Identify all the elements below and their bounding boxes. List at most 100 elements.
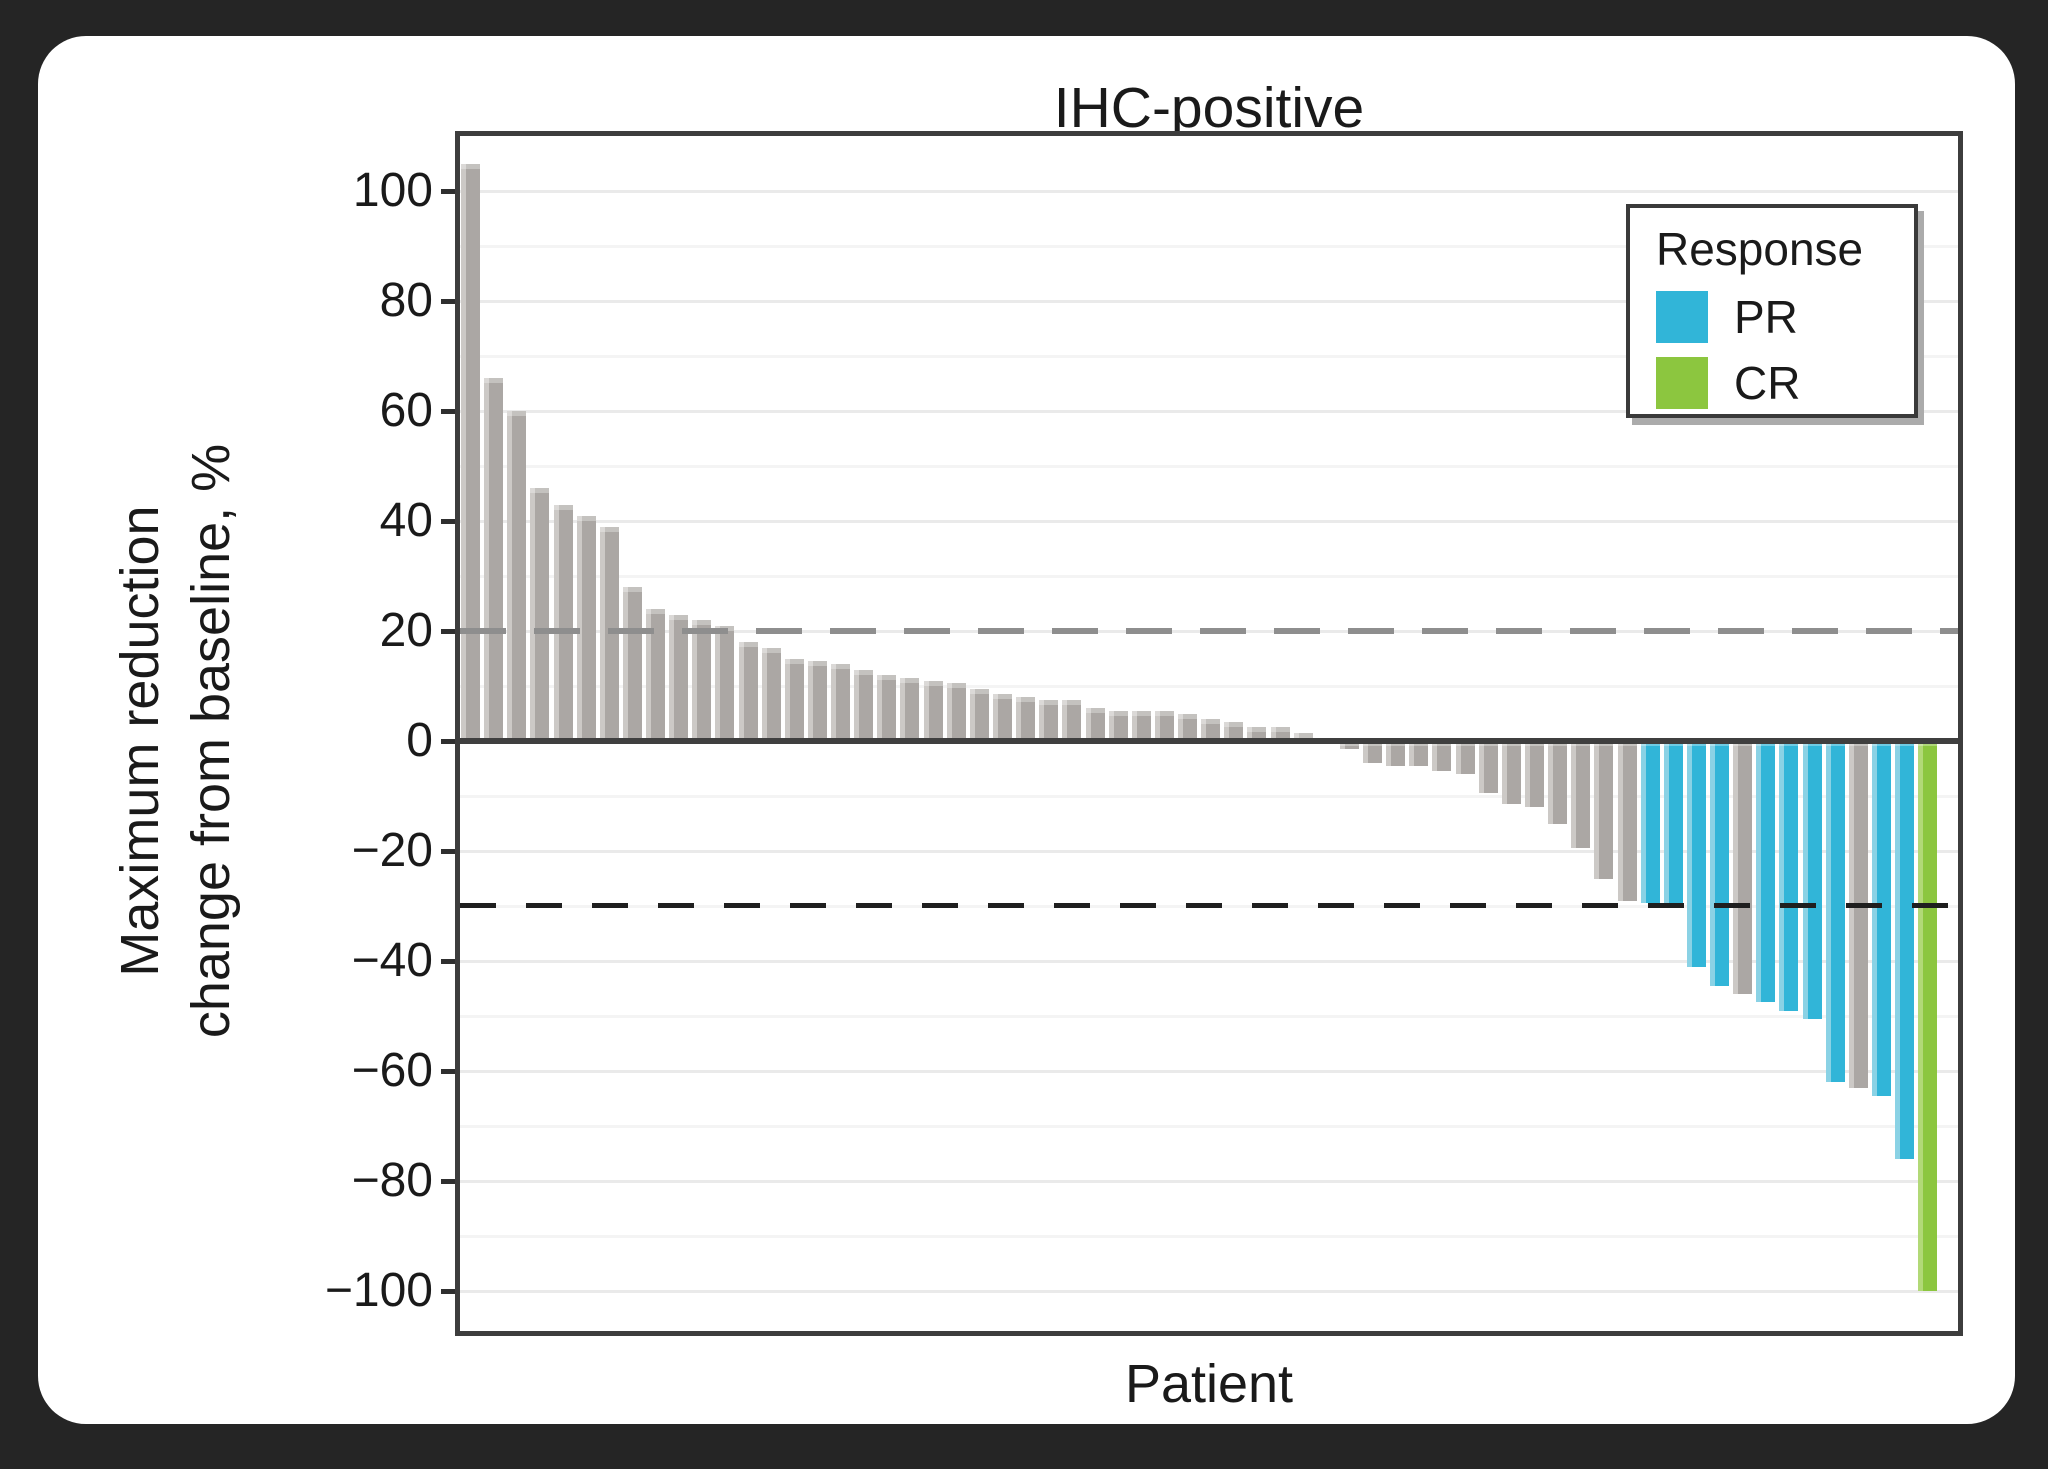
patient-bar [530, 488, 549, 741]
pr-color-swatch [1656, 291, 1708, 343]
gridline [460, 849, 1958, 853]
y-axis-title-line2: change from baseline, % [181, 443, 242, 1039]
gridline [460, 244, 1958, 248]
patient-bar [1687, 741, 1706, 967]
legend: Response PR CR [1626, 204, 1918, 418]
patient-bar [1872, 741, 1891, 1096]
patient-bar [1016, 697, 1035, 741]
patient-bar [461, 163, 480, 741]
patient-bar [646, 609, 665, 741]
y-axis-tick [441, 408, 455, 414]
patient-bar [1779, 741, 1798, 1011]
y-axis-tick [441, 958, 455, 964]
figure-card: IHC-positive Maximum reduction change fr… [38, 36, 2015, 1424]
patient-bar [1224, 721, 1243, 741]
patient-bar [1456, 741, 1475, 774]
patient-bar [1803, 741, 1822, 1019]
patient-bar [1386, 741, 1405, 766]
y-axis-title: Maximum reduction change from baseline, … [105, 91, 255, 1391]
gridline [460, 1014, 1958, 1018]
gridline [460, 409, 1958, 413]
patient-bar [947, 683, 966, 741]
patient-bar [1039, 699, 1058, 741]
upper-threshold-dashed-line [460, 628, 1958, 634]
y-axis-tick [441, 1178, 455, 1184]
gridline [460, 1289, 1958, 1293]
cr-color-swatch [1656, 357, 1708, 409]
legend-item-pr: PR [1656, 290, 1914, 344]
patient-bar [554, 504, 573, 741]
patient-bar [507, 411, 526, 741]
patient-bar [785, 658, 804, 741]
patient-bar [1086, 708, 1105, 741]
patient-bar [1062, 699, 1081, 741]
gridline [460, 1234, 1958, 1238]
gridline [460, 959, 1958, 963]
plot-inner [460, 136, 1958, 1331]
patient-bar [1594, 741, 1613, 879]
patient-bar [715, 625, 734, 741]
patient-bar [1178, 713, 1197, 741]
patient-bar [831, 664, 850, 741]
patient-bar [1733, 741, 1752, 994]
patient-bar [1502, 741, 1521, 805]
patient-bar [808, 661, 827, 741]
y-axis-tick [441, 738, 455, 744]
patient-bar [1132, 710, 1151, 741]
y-axis-tick-label: −20 [351, 824, 433, 877]
patient-bar [1548, 741, 1567, 824]
gridline [460, 1069, 1958, 1073]
patient-bar [1271, 727, 1290, 741]
y-axis-tick [441, 298, 455, 304]
gridline [460, 1179, 1958, 1183]
patient-bar [970, 688, 989, 741]
patient-bar [1247, 727, 1266, 741]
patient-bar [1571, 741, 1590, 849]
x-axis-title: Patient [1124, 1354, 1294, 1414]
y-axis-tick-label: 0 [406, 714, 433, 767]
gridline [460, 574, 1958, 578]
y-axis-tick [441, 1068, 455, 1074]
legend-label-cr: CR [1734, 357, 1801, 409]
patient-bar [1201, 719, 1220, 741]
patient-bar [1826, 741, 1845, 1082]
patient-bar [854, 669, 873, 741]
y-axis-tick-label: 60 [379, 384, 433, 437]
patient-bar [1641, 741, 1660, 904]
y-axis-tick [441, 628, 455, 634]
y-axis-tick-label: 40 [379, 494, 433, 547]
y-axis-tick [441, 188, 455, 194]
patient-bar [1895, 741, 1914, 1159]
legend-title: Response [1656, 223, 1864, 275]
patient-bar [1340, 741, 1359, 750]
y-axis-tick [441, 518, 455, 524]
y-axis-tick-label: 100 [352, 164, 433, 217]
chart-title: IHC-positive [1053, 76, 1365, 140]
patient-bar [1849, 741, 1868, 1088]
patient-bar [1618, 741, 1637, 901]
y-axis-title-line1: Maximum reduction [110, 505, 170, 977]
patient-bar [1479, 741, 1498, 794]
patient-bar [1918, 741, 1937, 1291]
y-axis-tick-label: 80 [379, 274, 433, 327]
gridline [460, 299, 1958, 303]
patient-bar [623, 587, 642, 741]
patient-bar [1710, 741, 1729, 986]
y-axis-tick-label: 20 [379, 604, 433, 657]
patient-bar [1409, 741, 1428, 766]
gridline [460, 464, 1958, 468]
patient-bar [692, 620, 711, 741]
y-axis-tick-label: −60 [351, 1044, 433, 1097]
lower-threshold-dashed-line [460, 903, 1958, 908]
y-axis-tick [441, 848, 455, 854]
y-axis-tick-label: −100 [324, 1264, 433, 1317]
y-axis-tick-label: −40 [351, 934, 433, 987]
patient-bar [1756, 741, 1775, 1003]
gridline [460, 1124, 1958, 1128]
gridline [460, 354, 1958, 358]
legend-item-cr: CR [1656, 356, 1914, 410]
patient-bar [1363, 741, 1382, 763]
legend-label-pr: PR [1734, 291, 1798, 343]
patient-bar [993, 694, 1012, 741]
